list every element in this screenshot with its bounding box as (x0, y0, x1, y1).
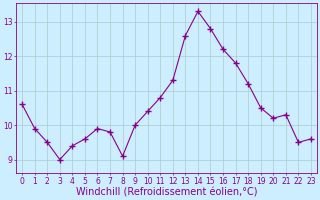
X-axis label: Windchill (Refroidissement éolien,°C): Windchill (Refroidissement éolien,°C) (76, 187, 257, 197)
